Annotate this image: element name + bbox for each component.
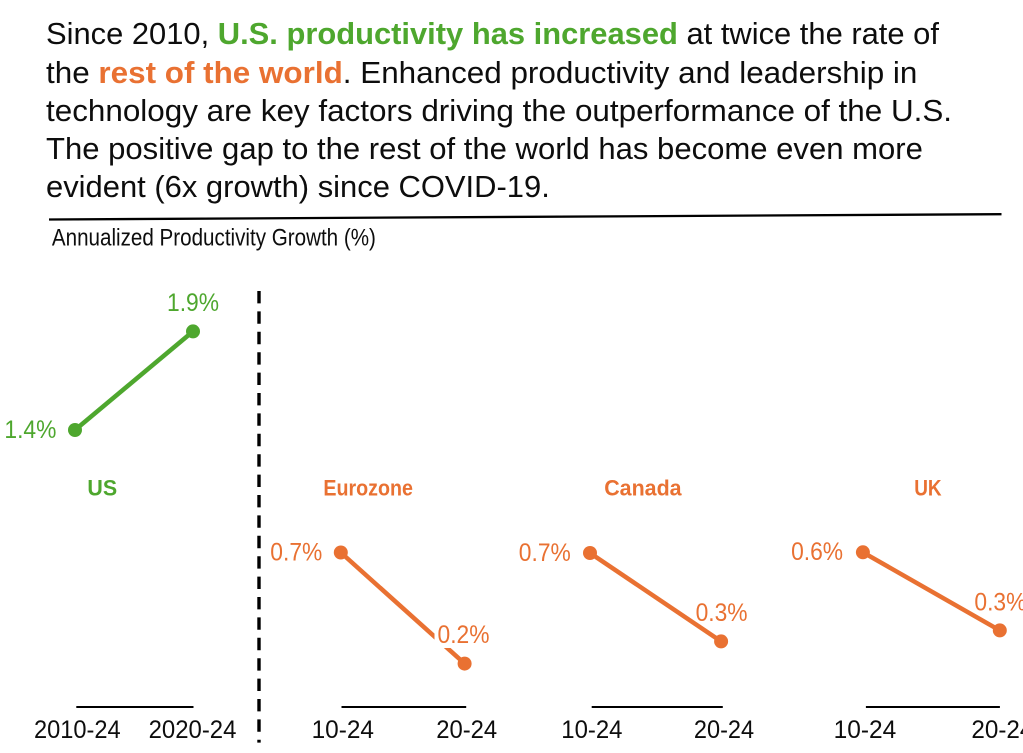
svg-text:1.4%: 1.4% (4, 416, 56, 444)
svg-text:0.2%: 0.2% (438, 621, 490, 649)
svg-text:10-24: 10-24 (561, 716, 622, 744)
svg-text:1.9%: 1.9% (167, 289, 219, 317)
svg-text:20-24: 20-24 (694, 716, 754, 744)
svg-text:Annualized Productivity Growth: Annualized Productivity Growth (%) (52, 224, 376, 251)
svg-text:20-24: 20-24 (971, 716, 1023, 744)
svg-text:10-24: 10-24 (312, 716, 374, 744)
svg-text:20-24: 20-24 (436, 716, 497, 744)
svg-text:0.3%: 0.3% (974, 588, 1023, 616)
svg-text:0.6%: 0.6% (791, 538, 843, 566)
svg-text:0.7%: 0.7% (519, 539, 571, 567)
svg-text:0.3%: 0.3% (696, 599, 748, 627)
svg-text:Eurozone: Eurozone (323, 476, 413, 501)
svg-text:10-24: 10-24 (834, 716, 897, 744)
svg-text:0.7%: 0.7% (270, 539, 322, 567)
svg-text:UK: UK (914, 476, 941, 501)
svg-text:Canada: Canada (604, 476, 682, 501)
svg-text:US: US (87, 476, 117, 501)
svg-text:2010-24: 2010-24 (34, 716, 121, 744)
svg-text:2020-24: 2020-24 (149, 716, 237, 744)
